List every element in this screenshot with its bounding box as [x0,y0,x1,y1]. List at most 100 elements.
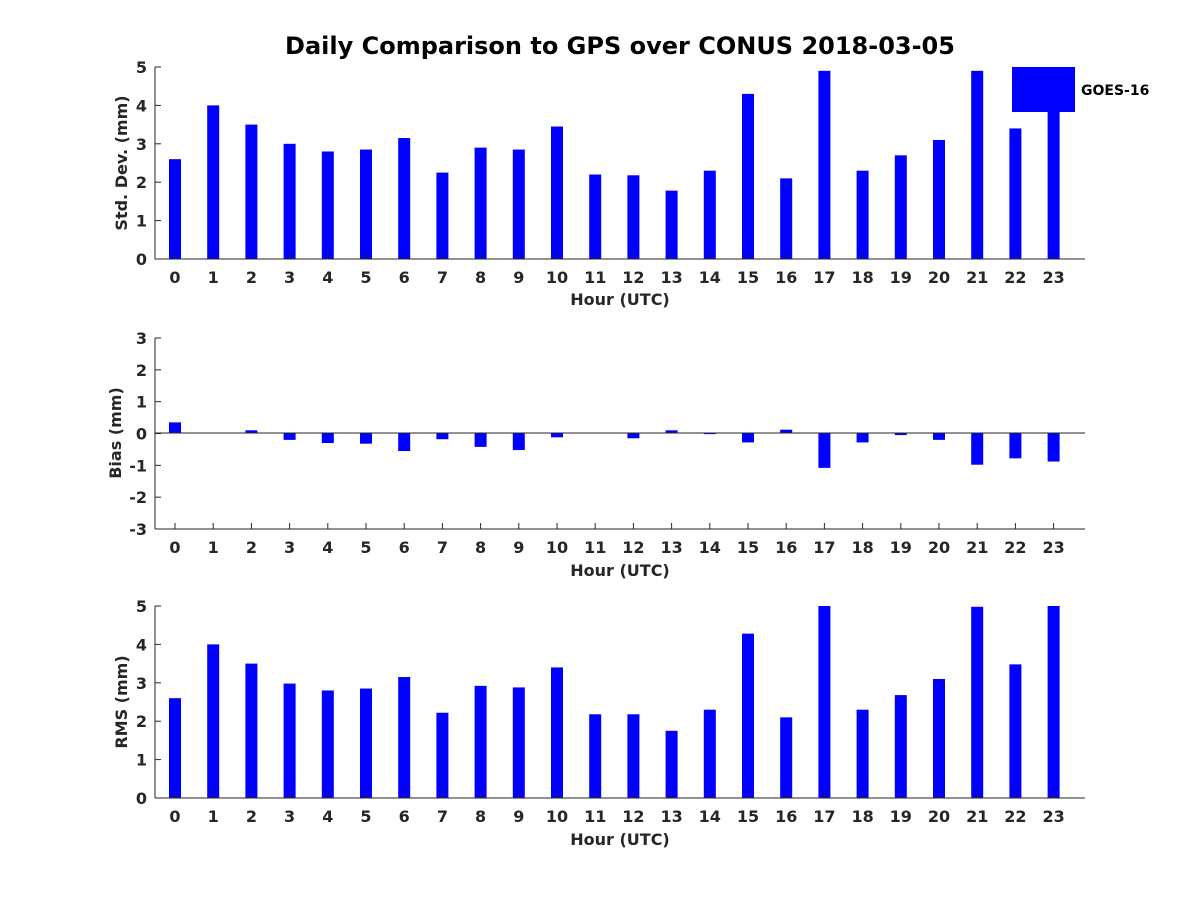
rms-y-tick-label: 3 [136,674,147,693]
rms-x-tick-label: 15 [737,807,759,826]
rms-bar-hour-10 [551,667,563,798]
rms-x-tick-label: 19 [890,807,912,826]
bias-bar-hour-15 [742,433,754,443]
rms-bar-hour-18 [856,709,869,798]
rms-bar-hour-12 [627,714,640,798]
rms-y-tick-label: 4 [136,635,147,654]
bias-y-tick-label: 0 [136,425,147,444]
bias-bar-hour-21 [971,433,984,465]
rms-bar-hour-13 [665,730,678,798]
std-dev-bar-hour-7 [436,172,449,259]
std-dev-x-tick-label: 22 [1004,268,1026,287]
std-dev-y-tick-label: 3 [136,135,147,154]
rms-x-axis-label: Hour (UTC) [570,830,670,849]
bias-y-ticks: -3 -2 -1 0 1 2 3 [129,329,161,539]
bias-bar-hour-23 [1047,433,1060,462]
bias-y-tick-label: -2 [129,488,147,507]
std-dev-bar-hour-10 [551,126,563,260]
rms-x-tick-label: 23 [1042,807,1064,826]
rms-x-tick-label: 16 [775,807,797,826]
bias-x-tick-label: 9 [513,538,524,557]
bias-x-tick-label: 19 [890,538,912,557]
std-dev-x-tick-label: 10 [546,268,568,287]
bias-bar-hour-2 [245,430,258,434]
rms-bar-hour-6 [398,677,411,798]
bias-bar-hour-12 [627,433,640,439]
bias-x-tick-label: 10 [546,538,568,557]
rms-bar-hour-20 [933,678,945,798]
std-dev-x-tick-label: 5 [360,268,371,287]
bias-bar-hour-13 [665,430,678,434]
std-dev-bar-hour-0 [169,159,181,259]
rms-bar-hour-7 [436,712,449,798]
std-dev-bar-hour-13 [665,190,678,259]
std-dev-x-tick-label: 15 [737,268,759,287]
std-dev-x-tick-label: 11 [584,268,606,287]
bias-x-tick-label: 5 [360,538,371,557]
rms-x-tick-label: 22 [1004,807,1026,826]
bias-x-tick-label: 0 [169,538,180,557]
bias-bar-hour-6 [398,433,411,452]
rms-bar-hour-4 [321,690,334,798]
std-dev-x-tick-label: 12 [622,268,644,287]
bias-bar-hour-7 [436,433,449,440]
chart-title: Daily Comparison to GPS over CONUS 2018-… [285,32,955,60]
bias-x-axis-label: Hour (UTC) [570,561,670,580]
std-dev-bar-hour-21 [971,70,984,259]
std-dev-bar-hour-17 [818,70,831,259]
bias-bar-hour-16 [780,429,793,434]
std-dev-bar-hour-6 [398,138,411,259]
bias-x-tick-label: 18 [851,538,873,557]
bias-y-tick-label: -3 [129,520,147,539]
std-dev-bar-hour-11 [589,174,602,259]
rms-x-tick-label: 10 [546,807,568,826]
std-dev-x-axis-label: Hour (UTC) [570,290,670,309]
std-dev-x-tick-label: 18 [851,268,873,287]
rms-x-tick-label: 8 [475,807,486,826]
bias-x-tick-label: 20 [928,538,950,557]
bias-bar-hour-8 [474,433,487,447]
bias-x-tick-label: 16 [775,538,797,557]
bias-x-tick-label: 17 [813,538,835,557]
rms-x-tick-label: 1 [208,807,219,826]
rms-bar-hour-21 [971,606,984,798]
std-dev-x-tick-label: 8 [475,268,486,287]
std-dev-y-tick-label: 0 [136,250,147,269]
bias-bar-hour-17 [818,433,831,468]
std-dev-x-tick-label: 4 [322,268,333,287]
bias-x-tick-label: 21 [966,538,988,557]
bias-bar-hour-19 [894,433,907,436]
bias-x-tick-label: 3 [284,538,295,557]
std-dev-x-tick-label: 6 [399,268,410,287]
std-dev-bar-hour-23 [1047,67,1060,259]
rms-bar-hour-3 [283,683,296,798]
std-dev-x-tick-label: 3 [284,268,295,287]
bias-x-tick-label: 11 [584,538,606,557]
bias-y-tick-label: 2 [136,361,147,380]
bias-bar-hour-9 [512,433,525,451]
std-dev-x-tick-label: 19 [890,268,912,287]
bias-x-tick-label: 15 [737,538,759,557]
std-dev-x-ticks: 0 1 2 3 4 5 6 7 8 9 10 11 12 13 14 15 16 17 18 19 20 21 22 23 [169,253,1065,287]
rms-bar-hour-1 [207,644,220,798]
std-dev-bar-hour-1 [207,105,220,260]
rms-y-tick-label: 2 [136,712,147,731]
rms-bar-hour-15 [742,633,754,798]
rms-x-tick-label: 6 [399,807,410,826]
std-dev-x-tick-label: 16 [775,268,797,287]
bias-x-tick-label: 14 [699,538,721,557]
rms-bar-hour-2 [245,663,258,798]
bias-bar-hour-0 [169,422,181,434]
bias-y-tick-label: 3 [136,329,147,348]
std-dev-bar-hour-18 [856,170,869,259]
std-dev-bar-hour-8 [474,147,487,259]
rms-bar-hour-14 [703,709,716,798]
bias-bar-hour-4 [321,433,334,444]
std-dev-y-axis-label: Std. Dev. (mm) [112,95,131,230]
bias-bar-hour-18 [856,433,869,443]
bias-bars [169,422,1060,468]
rms-bar-hour-8 [474,685,487,798]
rms-x-tick-label: 2 [246,807,257,826]
